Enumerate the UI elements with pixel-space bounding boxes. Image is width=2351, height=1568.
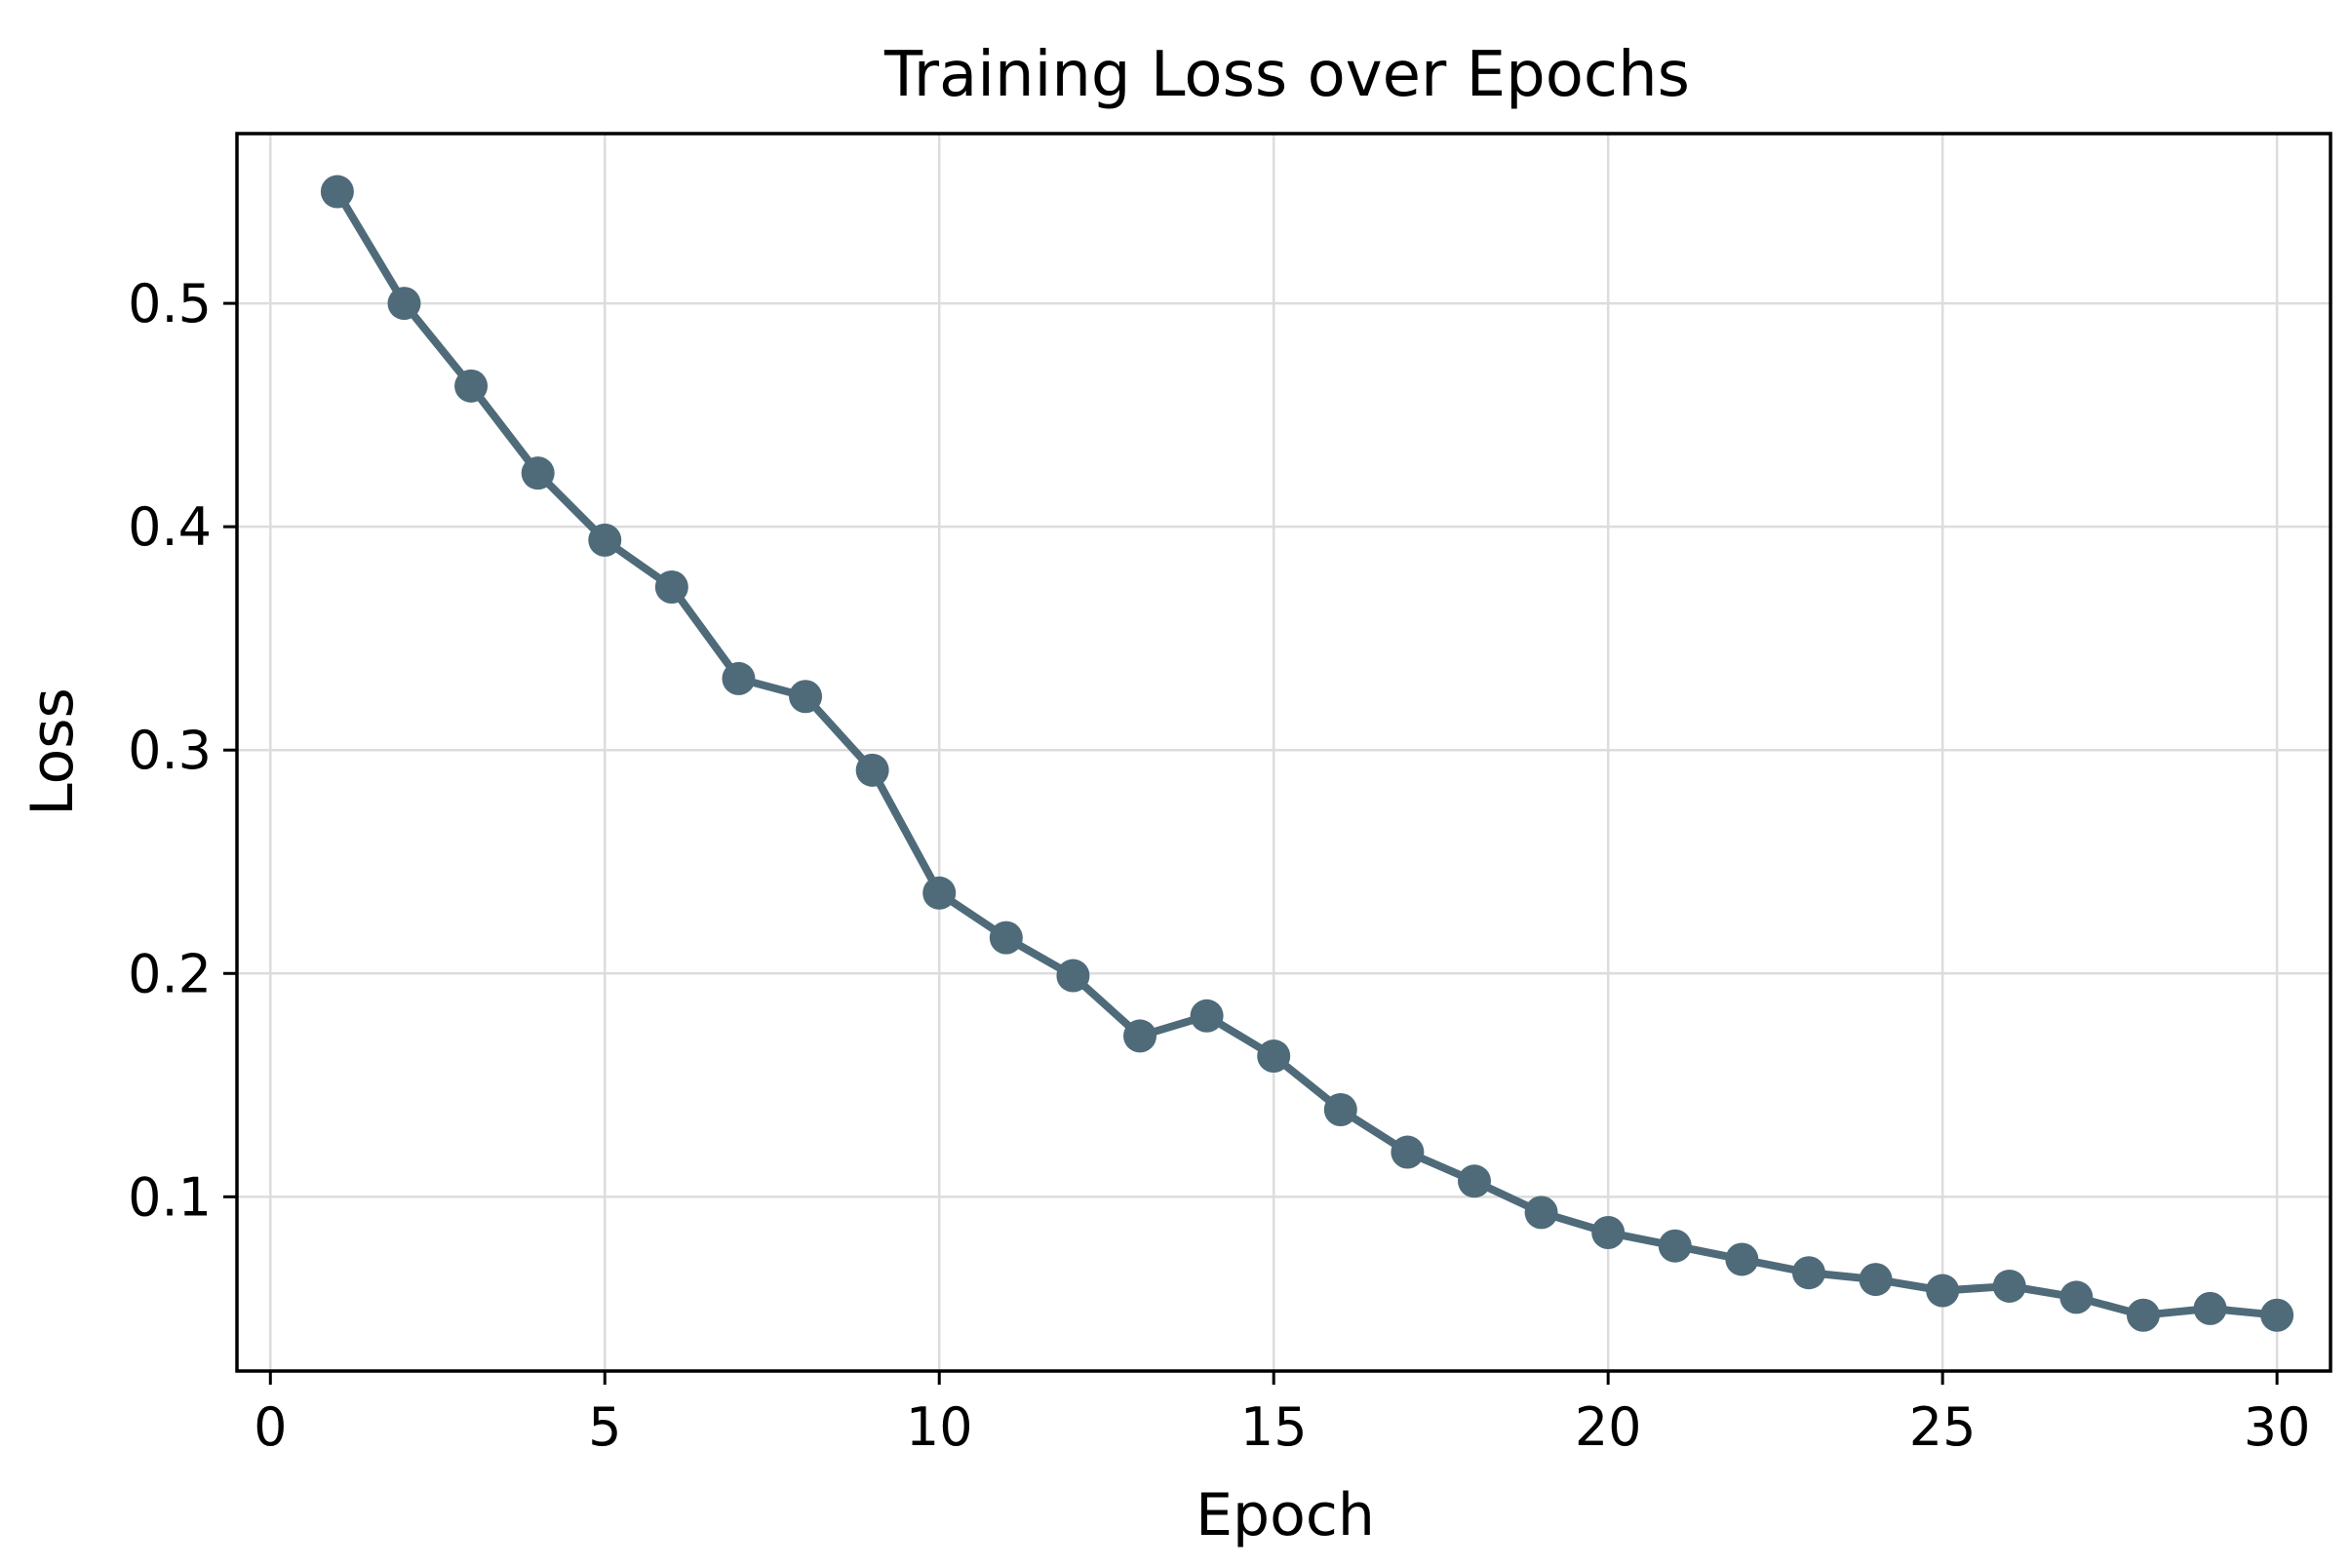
y-tick-label: 0.4 xyxy=(128,496,212,558)
data-point xyxy=(855,753,889,787)
grid-lines xyxy=(237,134,2331,1371)
data-point xyxy=(922,876,957,910)
data-point xyxy=(2193,1291,2227,1325)
data-point xyxy=(454,369,489,403)
x-tick-label: 5 xyxy=(588,1396,621,1458)
data-point xyxy=(1257,1039,1291,1074)
data-point xyxy=(654,569,688,604)
data-point xyxy=(1524,1196,1558,1230)
x-tick-label: 30 xyxy=(2244,1396,2311,1458)
x-tick-label: 25 xyxy=(1909,1396,1977,1458)
data-series xyxy=(320,175,2294,1332)
y-tick-label: 0.5 xyxy=(128,273,212,334)
y-tick-label: 0.3 xyxy=(128,720,212,781)
data-point xyxy=(521,456,555,490)
data-point xyxy=(320,175,354,209)
y-tick-label: 0.1 xyxy=(128,1166,212,1228)
data-point xyxy=(1658,1229,1692,1263)
data-point xyxy=(789,680,823,714)
x-tick-label: 20 xyxy=(1575,1396,1642,1458)
data-point xyxy=(1859,1263,1893,1297)
data-point xyxy=(1123,1019,1157,1053)
x-tick-label: 15 xyxy=(1240,1396,1308,1458)
data-point xyxy=(1591,1215,1626,1249)
x-tick-label: 10 xyxy=(906,1396,973,1458)
data-point xyxy=(1457,1164,1491,1198)
y-axis-label: Loss xyxy=(19,687,87,816)
data-point xyxy=(1190,999,1224,1033)
data-point xyxy=(1056,959,1090,993)
data-point xyxy=(1791,1256,1825,1290)
data-point xyxy=(2059,1280,2094,1314)
data-point xyxy=(588,523,622,557)
data-point xyxy=(387,287,421,321)
x-axis-label: Epoch xyxy=(1195,1481,1375,1549)
data-point xyxy=(1323,1092,1357,1126)
axis-ticks: 0 5 10 15 20 25 30 0.1 0.2 0.3 0.4 0.5 xyxy=(128,273,2310,1458)
data-point xyxy=(2260,1298,2294,1332)
data-point xyxy=(1725,1242,1759,1276)
plot-frame xyxy=(235,132,2332,1373)
data-point xyxy=(722,661,756,695)
y-tick-label: 0.2 xyxy=(128,943,212,1004)
data-point xyxy=(989,921,1023,955)
data-point xyxy=(1391,1135,1425,1169)
data-point xyxy=(1926,1274,1960,1308)
chart-title: Training Loss over Epochs xyxy=(883,39,1690,111)
x-tick-label: 0 xyxy=(254,1396,287,1458)
data-point xyxy=(1992,1269,2026,1303)
data-point xyxy=(2126,1298,2160,1332)
